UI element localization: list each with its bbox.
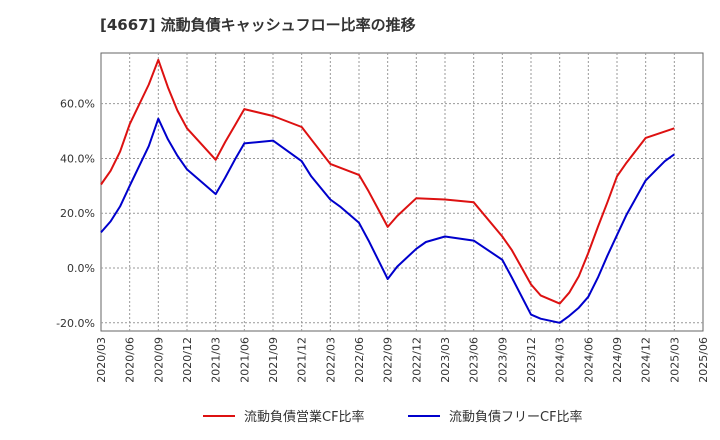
series-layer: [100, 58, 675, 324]
x-tick-label: 2020/09: [152, 337, 165, 383]
x-tick-label: 2024/06: [582, 337, 595, 383]
x-tick-label: 2024/03: [554, 337, 567, 383]
x-tick-label: 2023/09: [496, 337, 509, 383]
x-tick-label: 2020/06: [124, 337, 137, 383]
x-tick-label: 2023/06: [468, 337, 481, 383]
y-tick-label: 0.0%: [67, 262, 95, 275]
legend-label-2: 流動負債フリーCF比率: [449, 409, 583, 425]
x-tick-label: 2025/03: [668, 337, 681, 383]
x-tick-label: 2021/09: [267, 337, 280, 383]
x-tick-label: 2023/03: [439, 337, 452, 383]
x-tick-label: 2024/09: [611, 337, 624, 383]
x-tick-label: 2022/03: [324, 337, 337, 383]
y-tick-label: 40.0%: [60, 152, 95, 165]
x-tick-label: 2020/12: [181, 337, 194, 383]
axis-layer: 2020/03 2020/06 2020/09 2020/12 2021/03 2021/…: [56, 98, 710, 383]
x-tick-label: 2022/12: [410, 337, 423, 383]
x-tick-label: 2021/12: [296, 337, 309, 383]
y-tick-label: 20.0%: [60, 207, 95, 220]
x-tick-label: 2022/06: [353, 337, 366, 383]
x-tick-label: 2025/06: [697, 337, 710, 383]
legend-label-1: 流動負債営業CF比率: [244, 409, 365, 425]
x-tick-label: 2023/12: [525, 337, 538, 383]
x-tick-label: 2022/09: [382, 337, 395, 383]
series-line-2: [100, 117, 675, 324]
legend: 流動負債営業CF比率 流動負債フリーCF比率: [203, 409, 583, 425]
plot-area: [100, 52, 704, 332]
x-tick-label: 2024/12: [640, 337, 653, 383]
series-line-1: [100, 58, 675, 305]
chart-title: [4667] 流動負債キャッシュフロー比率の推移: [100, 16, 416, 34]
x-tick-label: 2021/06: [238, 337, 251, 383]
y-tick-label: -20.0%: [56, 317, 95, 330]
x-tick-label: 2021/03: [210, 337, 223, 383]
x-tick-label: 2020/03: [95, 337, 108, 383]
y-tick-label: 60.0%: [60, 98, 95, 111]
